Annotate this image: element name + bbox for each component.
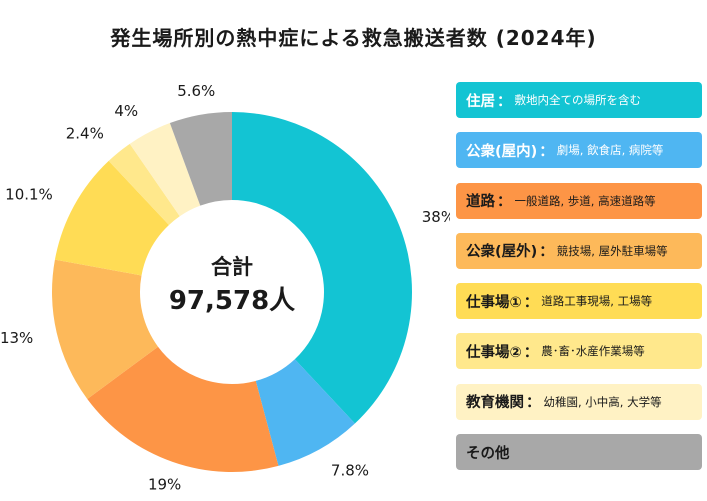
legend-item-6: 仕事場②：農･畜･水産作業場等 — [456, 333, 702, 370]
legend-item-desc: 幼稚園, 小中高, 大学等 — [543, 394, 662, 409]
legend-item-desc: 農･畜･水産作業場等 — [541, 344, 645, 359]
percent-label-1: 38% — [422, 208, 450, 226]
center-label-count: 97,578人 — [169, 286, 295, 316]
legend-item-7: 教育機関：幼稚園, 小中高, 大学等 — [456, 383, 702, 420]
legend-item-name: その他 — [466, 445, 510, 462]
slice-1 — [232, 112, 413, 424]
percent-label-3: 19% — [148, 476, 181, 494]
donut-chart: 38% 7.8% 19% 13% 10.1% 2.4% 4% 5.6% 合計 97,578人 — [0, 82, 450, 493]
legend-item-2: 公衆(屋内)：劇場, 飲食店, 病院等 — [456, 132, 702, 169]
slice-6 — [108, 143, 180, 225]
slice-4 — [51, 259, 159, 400]
percent-label-5: 10.1% — [5, 185, 53, 203]
legend-item-8: その他 — [456, 434, 702, 471]
legend-item-colon: ： — [497, 194, 512, 211]
legend-item-colon: ： — [539, 143, 554, 160]
legend-item-colon: ： — [497, 93, 512, 110]
percent-label-8: 5.6% — [177, 82, 215, 100]
slice-2 — [255, 359, 355, 466]
percent-label-4: 13% — [0, 329, 33, 347]
slice-3 — [87, 346, 279, 472]
legend-item-colon: ： — [523, 344, 539, 361]
legend-item-3: 道路：一般道路, 歩道, 高速道路等 — [456, 182, 702, 219]
legend-item-name: 教育機関 — [466, 395, 524, 412]
percent-label-2: 7.8% — [331, 461, 369, 479]
percent-label-7: 4% — [114, 102, 138, 120]
slice-8 — [169, 112, 232, 206]
chart-title: 発生場所別の熱中症による救急搬送者数 (2024年) — [110, 26, 597, 50]
legend-item-1: 住居：敷地内全ての場所を含む — [456, 82, 702, 118]
legend-item-4: 公衆(屋外)：競技場, 屋外駐車場等 — [456, 232, 702, 269]
legend-item-name: 仕事場① — [466, 294, 522, 311]
legend-item-colon: ： — [526, 395, 541, 412]
legend-item-name: 仕事場② — [466, 344, 522, 361]
legend-item-name: 公衆(屋内) — [466, 143, 538, 160]
legend-item-desc: 敷地内全ての場所を含む — [514, 93, 642, 107]
legend-item-colon: ： — [539, 244, 554, 261]
percent-labels: 38% 7.8% 19% 13% 10.1% 2.4% 4% 5.6% — [0, 82, 450, 493]
donut-slices — [51, 112, 413, 472]
legend-item-name: 道路 — [466, 194, 495, 211]
legend-item-name: 公衆(屋外) — [466, 244, 538, 261]
legend-item-desc: 道路工事現場, 工場等 — [541, 294, 653, 309]
legend-item-5: 仕事場①：道路工事現場, 工場等 — [456, 283, 702, 320]
legend-item-desc: 競技場, 屋外駐車場等 — [556, 243, 668, 258]
center-label-total: 合計 — [211, 255, 253, 279]
legend-item-desc: 一般道路, 歩道, 高速道路等 — [514, 193, 656, 208]
legend-item-desc: 劇場, 飲食店, 病院等 — [556, 143, 664, 158]
percent-label-6: 2.4% — [66, 124, 104, 142]
slice-7 — [129, 123, 201, 217]
legend-item-colon: ： — [523, 294, 539, 311]
legend-item-name: 住居 — [466, 93, 495, 110]
legend: 住居：敷地内全ての場所を含む 公衆(屋内)：劇場, 飲食店, 病院等 道路：一般道路… — [456, 82, 702, 484]
slice-5 — [54, 160, 169, 276]
